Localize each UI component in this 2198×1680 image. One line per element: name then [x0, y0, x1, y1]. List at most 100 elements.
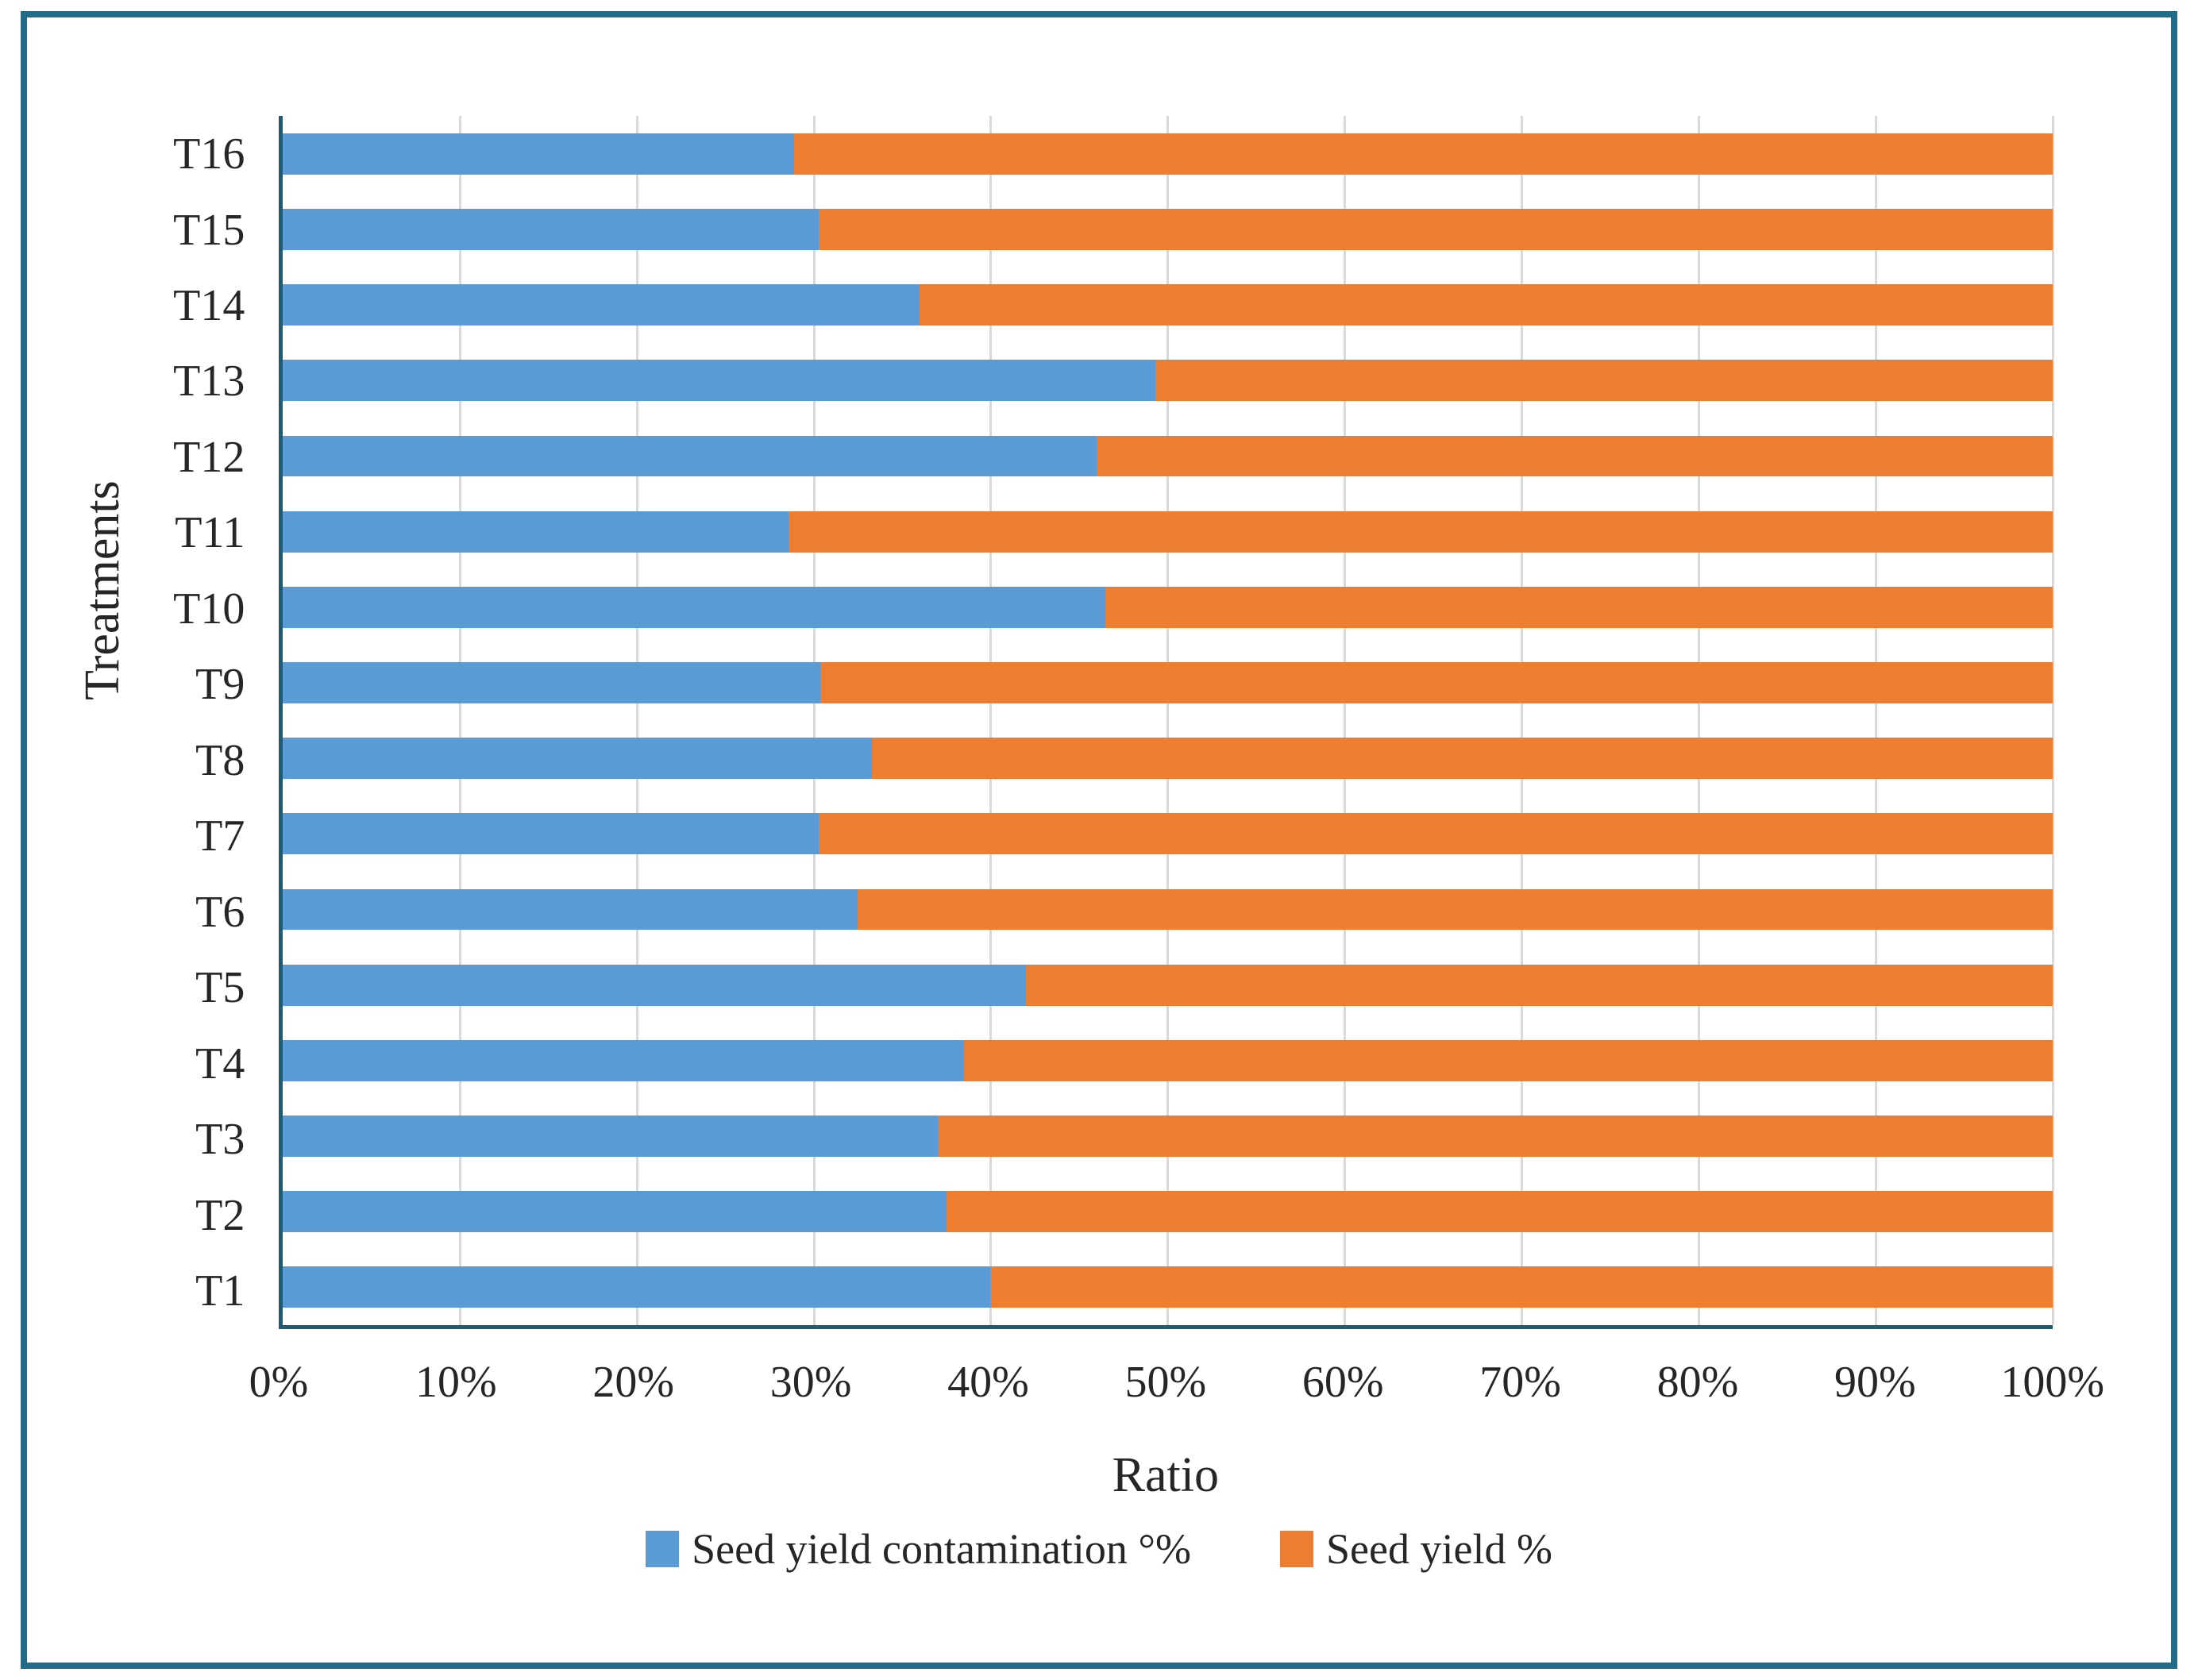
bar-rows — [282, 116, 2053, 1325]
bar-segment-yield — [819, 813, 2053, 855]
bar-segment-yield — [820, 662, 2053, 703]
bar-segment-yield — [964, 1039, 2053, 1081]
bar-segment-yield — [872, 738, 2053, 780]
gridline — [458, 116, 461, 1325]
legend-swatch-yield — [1280, 1531, 1313, 1568]
y-tick-label: T2 — [195, 1190, 245, 1240]
stacked-bar — [282, 209, 2053, 250]
bar-segment-contamination — [282, 1191, 947, 1232]
x-tick-label: 100% — [2000, 1357, 2104, 1407]
bar-segment-yield — [789, 511, 2053, 553]
bar-segment-contamination — [282, 511, 789, 553]
y-tick-label: T9 — [195, 660, 245, 710]
stacked-bar — [282, 662, 2053, 703]
stacked-bar — [282, 586, 2053, 628]
gridline — [1874, 116, 1877, 1325]
gridline — [2051, 116, 2054, 1325]
stacked-bar — [282, 1115, 2053, 1157]
bar-segment-contamination — [282, 813, 819, 855]
bar-segment-yield — [1097, 435, 2053, 477]
bar-row-T6 — [282, 872, 2053, 947]
y-tick-label: T10 — [173, 584, 245, 634]
bar-segment-contamination — [282, 888, 858, 931]
bar-segment-contamination — [282, 662, 821, 703]
gridline — [989, 116, 993, 1325]
y-tick-label: T5 — [195, 963, 245, 1013]
x-axis-title: Ratio — [1112, 1447, 1219, 1502]
bar-segment-contamination — [282, 284, 920, 326]
bar-segment-yield — [920, 284, 2053, 326]
bar-row-T2 — [282, 1174, 2053, 1250]
bar-row-T11 — [282, 494, 2053, 569]
gridline — [1166, 116, 1170, 1325]
y-tick-label: T3 — [195, 1115, 245, 1165]
bar-segment-yield — [1105, 586, 2053, 628]
bar-row-T12 — [282, 418, 2053, 494]
stacked-bar — [282, 813, 2053, 855]
bar-segment-contamination — [282, 964, 1027, 1006]
x-tick-label: 40% — [947, 1357, 1029, 1407]
y-tick-labels: T16 T15 T14 T13 T12 T11 T10 T9 T8 T7 T6 T5 T4 T3 T2 T1 — [27, 116, 267, 1328]
gridline — [812, 116, 816, 1325]
legend-item-contamination: Seed yield contamination °% — [646, 1528, 1191, 1570]
stacked-bar — [282, 284, 2053, 326]
y-tick-label: T4 — [195, 1038, 245, 1089]
gridline — [635, 116, 638, 1325]
x-tick-label: 0% — [249, 1357, 309, 1407]
x-tick-label: 30% — [769, 1357, 852, 1407]
bar-row-T14 — [282, 268, 2053, 343]
x-tick-label: 90% — [1834, 1357, 1916, 1407]
bar-segment-contamination — [282, 133, 795, 175]
bar-segment-yield — [794, 133, 2053, 175]
bar-segment-contamination — [282, 1115, 938, 1157]
y-tick-label: T16 — [173, 129, 245, 179]
x-tick-label: 50% — [1124, 1357, 1207, 1407]
gridline — [1344, 116, 1347, 1325]
bar-segment-contamination — [282, 738, 873, 780]
bar-segment-contamination — [282, 360, 1155, 402]
legend: Seed yield contamination °% Seed yield % — [27, 1528, 2171, 1570]
stacked-bar — [282, 360, 2053, 402]
legend-label-contamination: Seed yield contamination °% — [692, 1525, 1191, 1574]
bar-row-T8 — [282, 721, 2053, 796]
y-tick-label: T11 — [175, 508, 245, 558]
bar-segment-contamination — [282, 435, 1097, 477]
gridline — [1697, 116, 1700, 1325]
bar-row-T15 — [282, 191, 2053, 267]
stacked-bar — [282, 435, 2053, 477]
bar-segment-yield — [937, 1115, 2053, 1157]
x-tick-label: 10% — [415, 1357, 497, 1407]
x-tick-label: 70% — [1479, 1357, 1561, 1407]
legend-swatch-contamination — [646, 1531, 680, 1568]
bar-row-T3 — [282, 1098, 2053, 1173]
bar-row-T1 — [282, 1250, 2053, 1325]
bar-row-T13 — [282, 343, 2053, 418]
x-tick-label: 20% — [592, 1357, 675, 1407]
stacked-bar — [282, 133, 2053, 175]
legend-item-yield: Seed yield % — [1280, 1528, 1552, 1570]
bar-segment-yield — [990, 1266, 2053, 1308]
bar-segment-yield — [1155, 360, 2053, 402]
bar-segment-contamination — [282, 1039, 965, 1081]
figure-border: Treatments T16 T15 T14 T13 T12 T11 T10 T9 T8 T7 T6… — [21, 11, 2177, 1669]
bar-row-T9 — [282, 645, 2053, 720]
bar-segment-yield — [1026, 964, 2053, 1006]
bar-segment-yield — [858, 888, 2053, 931]
y-tick-label: T12 — [173, 432, 245, 482]
bar-segment-yield — [946, 1191, 2053, 1232]
bar-segment-contamination — [282, 1266, 991, 1308]
stacked-bar — [282, 511, 2053, 553]
x-tick-label: 80% — [1656, 1357, 1739, 1407]
legend-label-yield: Seed yield % — [1326, 1525, 1552, 1574]
stacked-bar — [282, 1266, 2053, 1308]
plot-area — [278, 116, 2054, 1329]
y-tick-label: T15 — [173, 205, 245, 255]
stacked-bar — [282, 888, 2053, 931]
stacked-bar — [282, 1039, 2053, 1081]
bar-row-T16 — [282, 116, 2053, 191]
stacked-bar — [282, 738, 2053, 780]
y-tick-label: T1 — [195, 1266, 245, 1316]
gridline — [1521, 116, 1524, 1325]
bar-row-T5 — [282, 947, 2053, 1023]
